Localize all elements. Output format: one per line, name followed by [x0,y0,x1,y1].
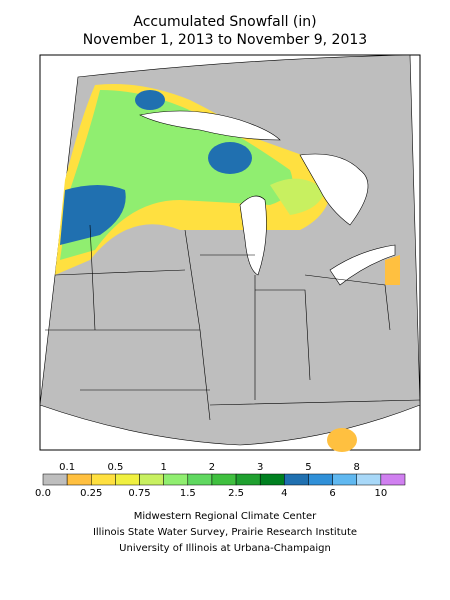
legend-swatch [66,473,92,486]
snow-orange-south [327,428,357,452]
credit-line: Illinois State Water Survey, Prairie Res… [93,527,357,538]
lake-michigan [239,195,267,276]
legend-label: 5 [305,462,311,473]
legend-swatch [308,473,333,486]
map [39,54,421,452]
legend-label: 2 [209,462,215,473]
legend-swatch [139,473,164,486]
legend-label: 0.0 [35,488,51,499]
legend-swatch [284,473,309,486]
legend-swatch [211,473,237,486]
legend-label: 0.75 [128,488,150,499]
snow-orange-east [385,255,400,285]
legend-label: 8 [354,462,360,473]
legend-swatch [356,473,382,486]
state-borders [45,224,421,421]
credits: Midwestern Regional Climate Center Illino… [93,511,357,554]
snow-blue-up [208,142,252,174]
legend-label: 0.5 [107,462,123,473]
snow-blue-mn [60,185,126,245]
legend-swatch [91,473,116,486]
legend: 0.0 0.25 0.75 1.5 2.5 4 6 10 0.1 0.5 1 2 3 5 8 [35,462,406,499]
snow-lime [270,178,325,215]
legend-label: 3 [257,462,263,473]
legend-swatch [380,473,406,486]
legend-label: 1 [160,462,166,473]
legend-label: 0.25 [80,488,102,499]
title: Accumulated Snowfall (in) [133,14,316,30]
legend-label: 2.5 [228,488,244,499]
snow-blue-north [135,90,165,110]
legend-swatch [187,473,213,486]
legend-swatch [332,473,357,486]
legend-swatch [235,473,261,486]
lake-erie [329,244,396,286]
lake-huron [299,153,369,226]
legend-label: 4 [281,488,287,499]
legend-label: 0.1 [59,462,75,473]
legend-swatch [42,473,68,486]
legend-label: 10 [374,488,387,499]
legend-swatch [259,473,285,486]
credit-line: Midwestern Regional Climate Center [134,511,317,522]
legend-label: 1.5 [180,488,196,499]
credit-line: University of Illinois at Urbana-Champai… [119,543,331,554]
subtitle: November 1, 2013 to November 9, 2013 [83,32,367,48]
legend-swatch [115,473,140,486]
lake-superior [139,110,281,141]
legend-swatch [163,473,189,486]
legend-label: 6 [329,488,335,499]
